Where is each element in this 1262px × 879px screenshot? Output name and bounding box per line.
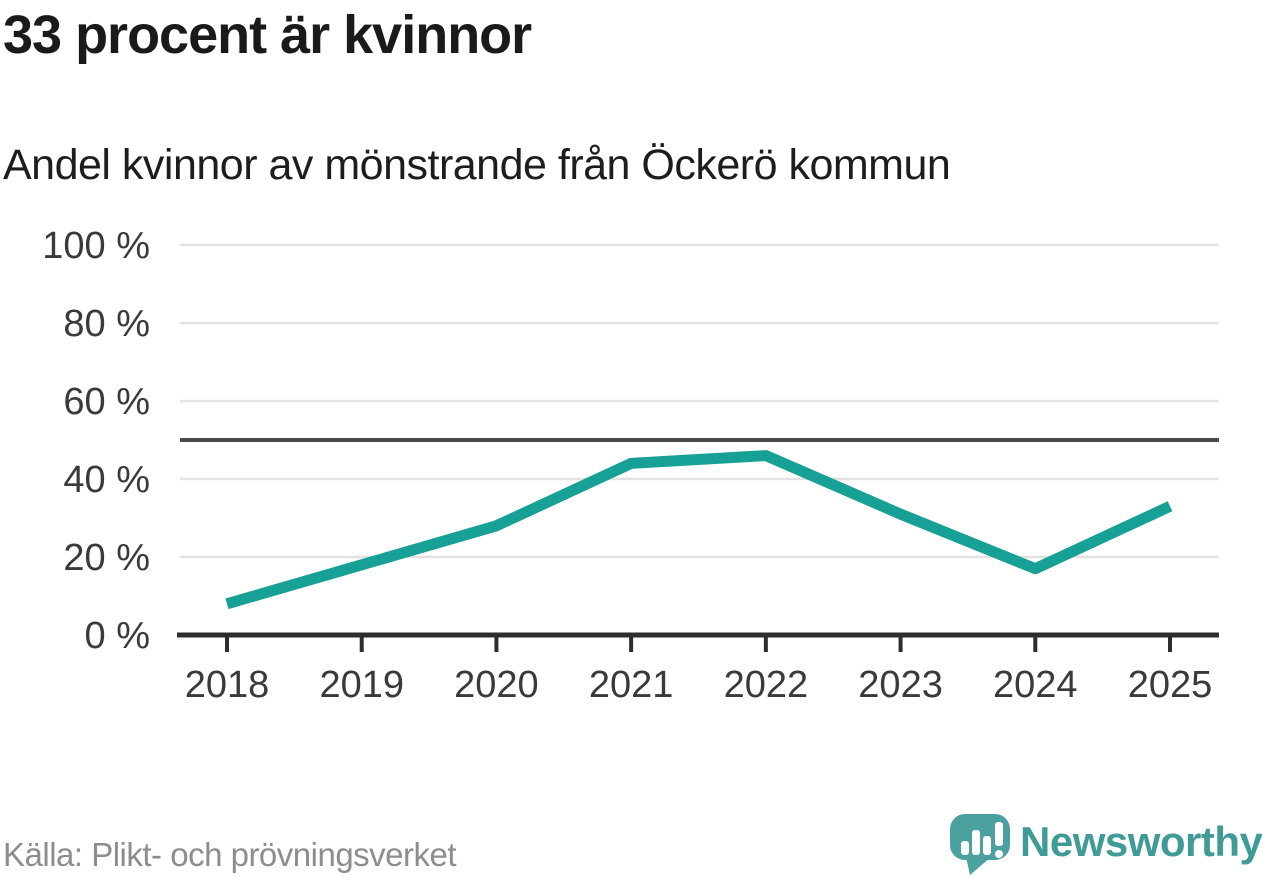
- page-title: 33 procent är kvinnor: [3, 5, 532, 65]
- x-tick-label: 2021: [589, 664, 674, 706]
- x-tick-label: 2018: [185, 664, 270, 706]
- source-attribution: Källa: Plikt- och prövningsverket: [3, 836, 457, 873]
- brand-name: Newsworthy: [1020, 818, 1262, 865]
- data-line: [225, 450, 1173, 610]
- y-tick-label: 0 %: [85, 615, 150, 657]
- x-tick-label: 2019: [319, 664, 404, 706]
- y-tick-label: 60 %: [63, 381, 150, 423]
- x-tick-label: 2023: [858, 664, 943, 706]
- y-tick-label: 80 %: [63, 303, 150, 345]
- y-tick-label: 100 %: [42, 225, 150, 267]
- x-tick-label: 2022: [724, 664, 809, 706]
- line-chart: 0 % 20 % 40 % 60 % 80 % 100 % 2018 2019 2020 2021…: [42, 225, 1219, 706]
- x-tick-label: 2025: [1128, 664, 1213, 706]
- chart-subtitle: Andel kvinnor av mönstrande från Öckerö …: [3, 141, 951, 189]
- x-tick-label: 2020: [454, 664, 539, 706]
- y-tick-label: 20 %: [63, 537, 150, 579]
- y-tick-label: 40 %: [63, 459, 150, 501]
- x-tick-label: 2024: [993, 664, 1078, 706]
- speech-bubble-bar-chart-icon: [950, 814, 1010, 875]
